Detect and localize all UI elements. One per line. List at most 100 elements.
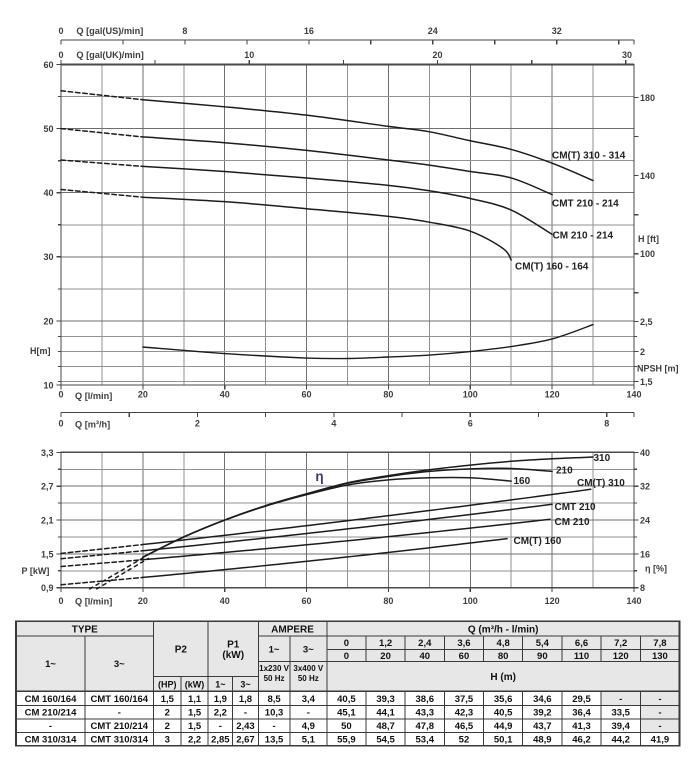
svg-text:10: 10 [43, 380, 53, 390]
svg-text:52: 52 [459, 735, 470, 746]
svg-text:CM 160/164: CM 160/164 [25, 694, 77, 705]
svg-text:40: 40 [419, 651, 430, 662]
svg-text:44,2: 44,2 [611, 735, 630, 746]
svg-text:2,4: 2,4 [418, 638, 432, 649]
svg-text:-: - [619, 694, 622, 705]
svg-text:CMT 210/214: CMT 210/214 [91, 721, 149, 732]
svg-text:60: 60 [459, 651, 470, 662]
svg-text:4: 4 [331, 419, 336, 429]
svg-text:40: 40 [220, 596, 230, 606]
svg-text:1,5: 1,5 [161, 694, 175, 705]
svg-text:50 Hz: 50 Hz [264, 674, 285, 683]
svg-text:NPSH [m]: NPSH [m] [637, 364, 679, 374]
svg-text:-: - [219, 721, 222, 732]
svg-text:3,6: 3,6 [457, 638, 470, 649]
svg-text:0: 0 [58, 419, 63, 429]
svg-text:(kW): (kW) [185, 679, 205, 689]
svg-text:H[m]: H[m] [30, 346, 51, 356]
svg-text:3~: 3~ [240, 679, 250, 689]
svg-text:Q (m³/h - l/min): Q (m³/h - l/min) [468, 624, 539, 635]
svg-text:1x230 V: 1x230 V [259, 664, 289, 673]
svg-text:100: 100 [463, 390, 478, 400]
svg-text:-: - [658, 708, 661, 719]
svg-text:1,5: 1,5 [188, 721, 202, 732]
svg-text:2,5: 2,5 [640, 317, 653, 327]
svg-text:0: 0 [58, 390, 63, 400]
svg-text:5,1: 5,1 [302, 735, 316, 746]
svg-text:120: 120 [545, 390, 560, 400]
svg-text:-: - [658, 694, 661, 705]
svg-text:20: 20 [138, 390, 148, 400]
svg-text:40,5: 40,5 [494, 708, 513, 719]
svg-text:20: 20 [138, 596, 148, 606]
svg-text:P [kW]: P [kW] [22, 566, 50, 576]
svg-text:10,3: 10,3 [265, 708, 284, 719]
svg-text:4,9: 4,9 [302, 721, 315, 732]
svg-text:2: 2 [640, 347, 645, 357]
svg-text:48,7: 48,7 [376, 721, 395, 732]
svg-text:47,8: 47,8 [416, 721, 435, 732]
svg-text:39,2: 39,2 [533, 708, 552, 719]
svg-text:1,8: 1,8 [239, 694, 252, 705]
svg-text:η [%]: η [%] [645, 564, 667, 574]
svg-text:CM 210 - 214: CM 210 - 214 [553, 231, 614, 242]
svg-text:53,4: 53,4 [416, 735, 435, 746]
svg-text:100: 100 [463, 596, 478, 606]
svg-text:37,5: 37,5 [455, 694, 474, 705]
svg-text:CMT 210 - 214: CMT 210 - 214 [552, 199, 619, 210]
svg-text:80: 80 [383, 390, 393, 400]
svg-text:43,7: 43,7 [533, 721, 552, 732]
svg-text:H (m): H (m) [490, 672, 516, 683]
svg-text:2: 2 [165, 708, 170, 719]
svg-text:32: 32 [640, 482, 650, 492]
svg-text:40,5: 40,5 [337, 694, 356, 705]
svg-text:16: 16 [640, 549, 650, 559]
svg-text:48,9: 48,9 [533, 735, 552, 746]
svg-text:3x400 V: 3x400 V [293, 664, 323, 673]
svg-text:CM 210/214: CM 210/214 [25, 708, 77, 719]
svg-text:CM 210: CM 210 [555, 517, 590, 528]
svg-text:20: 20 [43, 316, 53, 326]
svg-text:P1: P1 [227, 639, 240, 650]
svg-text:120: 120 [545, 596, 560, 606]
svg-text:50 Hz: 50 Hz [298, 674, 319, 683]
svg-text:CM(T) 160: CM(T) 160 [514, 536, 562, 547]
svg-text:40: 40 [640, 448, 650, 458]
svg-text:140: 140 [640, 171, 655, 181]
svg-text:60: 60 [302, 596, 312, 606]
svg-text:90: 90 [537, 651, 548, 662]
svg-text:0: 0 [344, 651, 349, 662]
svg-text:2,43: 2,43 [236, 721, 255, 732]
svg-text:8: 8 [182, 26, 187, 36]
svg-text:-: - [118, 708, 121, 719]
svg-text:CMT 310/314: CMT 310/314 [91, 735, 149, 746]
svg-text:7,2: 7,2 [614, 638, 627, 649]
svg-text:46,2: 46,2 [572, 735, 591, 746]
svg-text:AMPERE: AMPERE [271, 624, 314, 635]
svg-text:1~: 1~ [215, 679, 225, 689]
svg-text:CM(T) 160 - 164: CM(T) 160 - 164 [515, 262, 589, 273]
svg-text:3,4: 3,4 [302, 694, 316, 705]
svg-text:40: 40 [43, 188, 53, 198]
svg-text:CM 310/314: CM 310/314 [25, 735, 77, 746]
svg-text:2,1: 2,1 [41, 515, 54, 525]
svg-text:-: - [307, 708, 310, 719]
svg-text:6: 6 [468, 419, 473, 429]
svg-text:50: 50 [43, 124, 53, 134]
svg-text:35,6: 35,6 [494, 694, 513, 705]
svg-text:36,4: 36,4 [572, 708, 591, 719]
svg-text:8: 8 [604, 419, 609, 429]
svg-text:Q [l/min]: Q [l/min] [75, 391, 112, 401]
svg-text:34,6: 34,6 [533, 694, 552, 705]
svg-text:32: 32 [552, 26, 562, 36]
svg-text:1,5: 1,5 [188, 708, 202, 719]
svg-text:3: 3 [165, 735, 170, 746]
svg-text:42,3: 42,3 [455, 708, 474, 719]
svg-text:45,1: 45,1 [337, 708, 356, 719]
svg-text:210: 210 [556, 466, 573, 477]
svg-text:20: 20 [433, 50, 443, 60]
svg-text:16: 16 [304, 26, 314, 36]
svg-text:1,9: 1,9 [214, 694, 227, 705]
svg-text:39,3: 39,3 [376, 694, 395, 705]
svg-text:50,1: 50,1 [494, 735, 513, 746]
